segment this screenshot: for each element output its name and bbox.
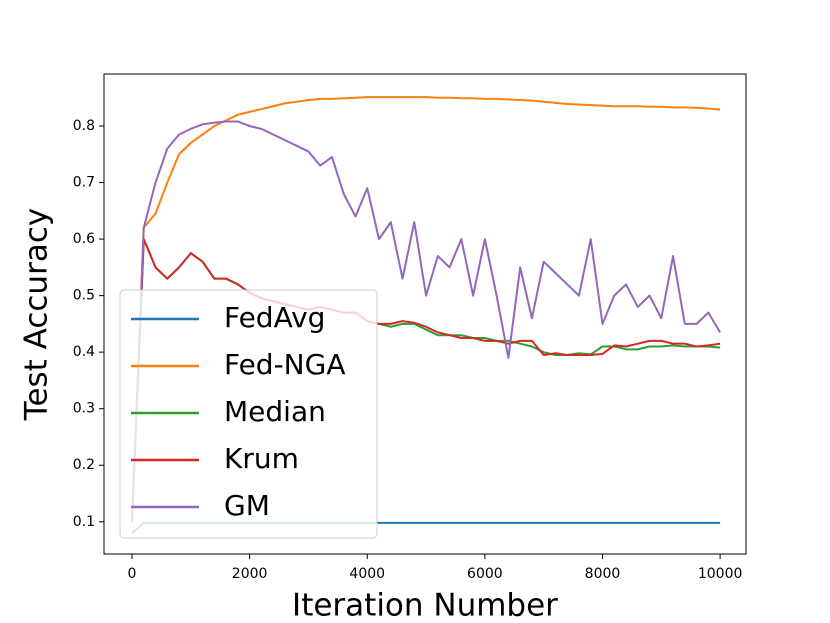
x-tick-label: 6000 (467, 566, 503, 582)
x-tick-label: 0 (128, 566, 137, 582)
plot-lines (130, 96, 721, 534)
legend-label: Fed-NGA (224, 348, 345, 381)
y-tick-label: 0.8 (73, 118, 95, 134)
series-line (130, 96, 721, 522)
x-tick-label: 8000 (585, 566, 621, 582)
y-tick-label: 0.5 (73, 288, 95, 304)
y-tick-label: 0.4 (73, 344, 95, 360)
legend-label: GM (224, 489, 270, 522)
x-tick-label: 4000 (349, 566, 385, 582)
legend-label: Krum (224, 442, 299, 475)
y-tick-label: 0.6 (73, 231, 95, 247)
legend-label: Median (224, 395, 326, 428)
y-tick-label: 0.1 (73, 514, 95, 530)
legend-label: FedAvg (224, 301, 325, 334)
plot-frame (103, 73, 747, 555)
y-tick-label: 0.3 (73, 401, 95, 417)
legend-box (119, 289, 378, 539)
series-line (130, 120, 721, 522)
y-axis-label: Test Accuracy (19, 208, 55, 421)
x-axis-label: Iteration Number (292, 588, 558, 623)
x-tick-label: 2000 (232, 566, 268, 582)
series-line (130, 238, 721, 522)
x-tick-label: 10000 (698, 566, 743, 582)
y-tick-label: 0.2 (73, 457, 95, 473)
y-tick-label: 0.7 (73, 175, 95, 191)
